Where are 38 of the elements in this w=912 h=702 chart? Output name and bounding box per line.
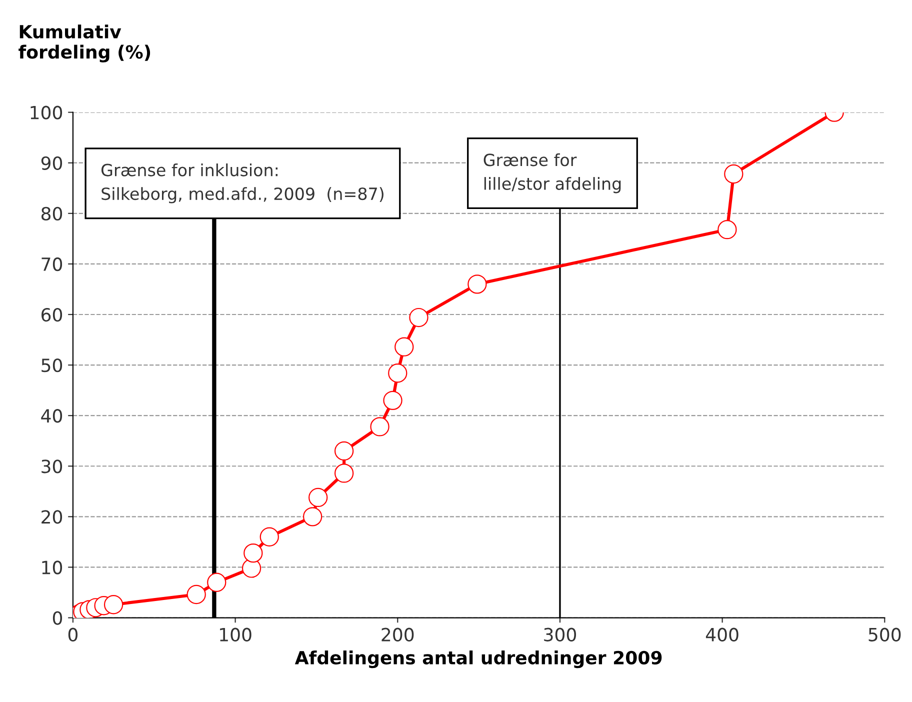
point (370, 417, 390, 436)
x-tick-label: 100 (220, 628, 252, 642)
x-tick-label: 300 (544, 628, 576, 642)
point (260, 527, 279, 546)
point (302, 507, 322, 526)
x-tick-label: 200 (382, 628, 414, 642)
ref-line-label: Grænse for lille/stor afdeling (484, 153, 621, 194)
y-tick-label: 70 (42, 257, 62, 272)
y-tick-label: 40 (41, 409, 62, 423)
point (383, 390, 402, 410)
point (718, 220, 737, 240)
point (388, 364, 408, 383)
y-axis-title: Kumulativ fordeling (%) (18, 24, 150, 62)
y-tick-label: 0 (52, 611, 62, 625)
point (334, 464, 354, 483)
point (104, 595, 124, 614)
point (394, 337, 414, 356)
x-tick-label: 500 (868, 628, 901, 642)
y-tick-label: 50 (42, 358, 62, 372)
point (724, 164, 744, 184)
ref-line-label: Grænse for inklusion: Silkeborg, med.afd., 2009 (n=87) (101, 163, 384, 204)
point (334, 441, 354, 461)
y-tick-label: 10 (42, 560, 62, 574)
point (186, 584, 206, 604)
y-tick-label: 80 (41, 206, 62, 221)
x-axis-title: Afdelingens antal udredninger 2009 (294, 650, 662, 668)
y-tick-label: 60 (42, 308, 62, 322)
x-tick-label: 400 (706, 628, 738, 642)
y-tick-label: 20 (42, 510, 62, 524)
point (409, 308, 428, 328)
y-tick-label: 100 (30, 106, 62, 120)
y-tick-label: 30 (42, 460, 62, 474)
point (308, 488, 328, 508)
point (207, 572, 226, 592)
point (244, 543, 263, 563)
y-tick-label: 90 (41, 156, 62, 170)
point (468, 274, 487, 294)
x-tick-label: 0 (68, 628, 78, 642)
